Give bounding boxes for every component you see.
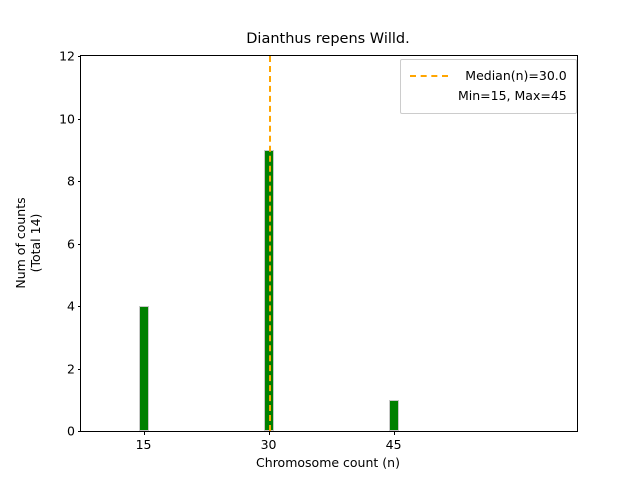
y-tick-label: 0 [67,423,75,439]
y-tick-mark [77,56,81,57]
x-tick-mark [268,431,270,435]
y-axis-label-line-2: (Total 14) [28,213,43,272]
y-tick-mark [77,431,81,432]
chart-legend: Median(n)=30.0 Min=15, Max=45 [400,59,577,114]
y-tick-label: 4 [67,298,75,314]
x-tick-label: 30 [260,437,277,452]
y-tick-mark [77,181,81,182]
bar [388,399,399,431]
y-tick-label: 6 [67,236,75,251]
x-tick-label: 45 [385,437,402,452]
y-axis-label-line-1: Num of counts [13,196,28,289]
median-line [268,56,271,431]
y-tick-label: 2 [67,361,75,376]
y-tick-mark [77,118,81,120]
legend-swatch-column [410,66,458,77]
x-axis-label: Chromosome count (n) [256,455,400,470]
x-tick-label: 15 [135,437,152,452]
plot-area: 15 30 45 0 2 4 6 8 10 12 [59,49,578,453]
y-axis-label-container: Num of counts (Total 14) [0,55,56,430]
median-line-swatch [410,75,448,77]
y-tick-label: 8 [67,173,75,189]
x-tick-mark [393,431,395,435]
y-tick-mark [77,368,81,370]
legend-entry-median: Median(n)=30.0 [465,68,567,83]
plot-inner: 15 30 45 0 2 4 6 8 10 12 [59,49,577,453]
y-tick-label: 10 [59,111,75,126]
legend-body: Median(n)=30.0 Min=15, Max=45 [410,66,567,106]
bar [138,306,149,431]
legend-entry-minmax: Min=15, Max=45 [458,88,567,103]
chart-title: Dianthus repens Willd. [246,31,410,47]
legend-text-column: Median(n)=30.0 Min=15, Max=45 [458,66,567,106]
y-axis-label: Num of counts (Total 14) [13,197,43,288]
y-tick-mark [77,306,81,307]
y-tick-mark [77,243,81,245]
x-tick-mark [143,431,145,435]
y-tick-label: 12 [59,48,75,64]
